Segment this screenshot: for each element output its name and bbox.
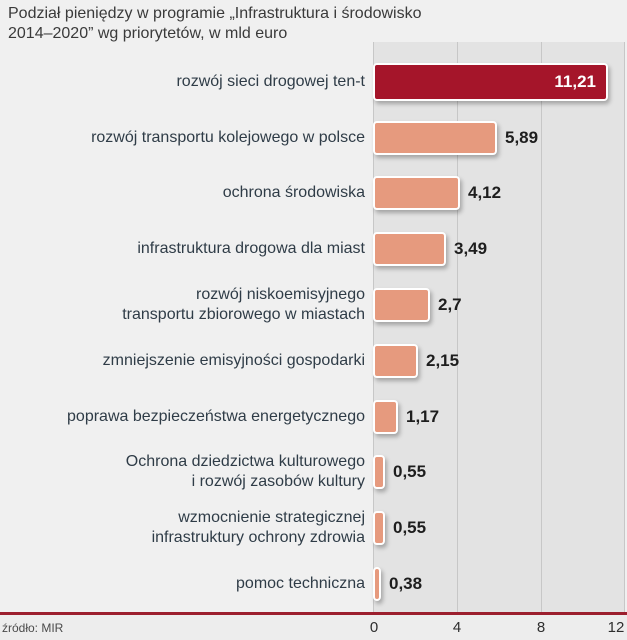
bar-category-label: zmniejszenie emisyjności gospodarki (102, 351, 365, 369)
bar-row: poprawa bezpieczeństwa energetycznego 1,1… (0, 389, 627, 445)
bar-row: pomoc techniczna 0,38 (0, 556, 627, 612)
bar-track: 11,21 (373, 62, 627, 101)
bar-category-label: wzmocnienie strategicznej infrastruktury… (151, 509, 365, 547)
bar-value-label: 0,38 (389, 574, 423, 594)
bar-category-label: rozwój niskoemisyjnego transportu zbioro… (122, 286, 365, 324)
bar-category-label: infrastruktura drogowa dla miast (137, 240, 365, 258)
bar-row: rozwój niskoemisyjnego transportu zbioro… (0, 277, 627, 333)
bar-row: rozwój transportu kolejowego w polsce 5,8… (0, 110, 627, 166)
bar-value-label: 2,15 (426, 350, 460, 370)
bar (373, 120, 497, 155)
bar-track: 2,15 (373, 343, 627, 378)
bar (373, 511, 385, 546)
bar-row: infrastruktura drogowa dla miast 3,49 (0, 221, 627, 277)
bar-category-label: ochrona środowiska (222, 184, 365, 202)
bar (373, 288, 430, 323)
bar-track: 0,55 (373, 455, 627, 490)
gridline-8 (541, 42, 542, 612)
bar-value-label: 0,55 (393, 518, 427, 538)
bar (373, 232, 446, 267)
bar-track: 0,38 (373, 567, 627, 602)
bar-value-label: 1,17 (406, 406, 440, 426)
bar-track: 4,12 (373, 176, 627, 211)
bar (373, 399, 398, 434)
bar-row: ochrona środowiska 4,12 (0, 166, 627, 222)
bar (373, 455, 385, 490)
axis-tick: 0 (369, 619, 379, 636)
gridline-12 (624, 42, 625, 612)
bar-category-label: pomoc techniczna (236, 575, 365, 593)
gridline-4 (457, 42, 458, 612)
bar (373, 343, 418, 378)
axis-footer: źródło: MIR 0 4 8 12 (0, 612, 627, 640)
bar-row: Ochrona dziedzictwa kulturowego i rozwój… (0, 445, 627, 501)
axis-tick: 12 (607, 619, 625, 636)
bar-value-label: 0,55 (393, 462, 427, 482)
bar-rows: rozwój sieci drogowej ten-t 11,21 rozwój t… (0, 42, 627, 612)
bar-category-label: poprawa bezpieczeństwa energetycznego (67, 407, 365, 425)
chart-title-line1: Podział pieniędzy w programie „Infrastru… (8, 5, 422, 22)
bar-category-label: rozwój sieci drogowej ten-t (176, 72, 365, 90)
bar: 11,21 (373, 62, 608, 101)
bar-value-label: 4,12 (468, 183, 502, 203)
bar-track: 2,7 (373, 288, 627, 323)
bar-row: zmniejszenie emisyjności gospodarki 2,15 (0, 333, 627, 389)
bar-track: 1,17 (373, 399, 627, 434)
bar-value-label: 5,89 (505, 127, 539, 147)
axis-tick: 4 (452, 619, 462, 636)
bar-value-label: 3,49 (454, 239, 488, 259)
bar-track: 5,89 (373, 120, 627, 155)
bar-track: 0,55 (373, 511, 627, 546)
bar-category-label: rozwój transportu kolejowego w polsce (91, 128, 365, 146)
bar (373, 176, 460, 211)
source-label: źródło: MIR (2, 621, 64, 635)
gridline-0 (373, 42, 374, 612)
bar (373, 567, 381, 602)
chart-title-line2: 2014–2020” wg priorytetów, w mld euro (8, 25, 288, 42)
bar-value-label: 2,7 (438, 295, 462, 315)
bar-row: wzmocnienie strategicznej infrastruktury… (0, 500, 627, 556)
axis-tick: 8 (536, 619, 546, 636)
bar-track: 3,49 (373, 232, 627, 267)
bar-category-label: Ochrona dziedzictwa kulturowego i rozwój… (125, 453, 365, 491)
chart-title: Podział pieniędzy w programie „Infrastru… (8, 4, 619, 44)
bar-value-label: 11,21 (554, 71, 596, 91)
bar-row: rozwój sieci drogowej ten-t 11,21 (0, 54, 627, 110)
